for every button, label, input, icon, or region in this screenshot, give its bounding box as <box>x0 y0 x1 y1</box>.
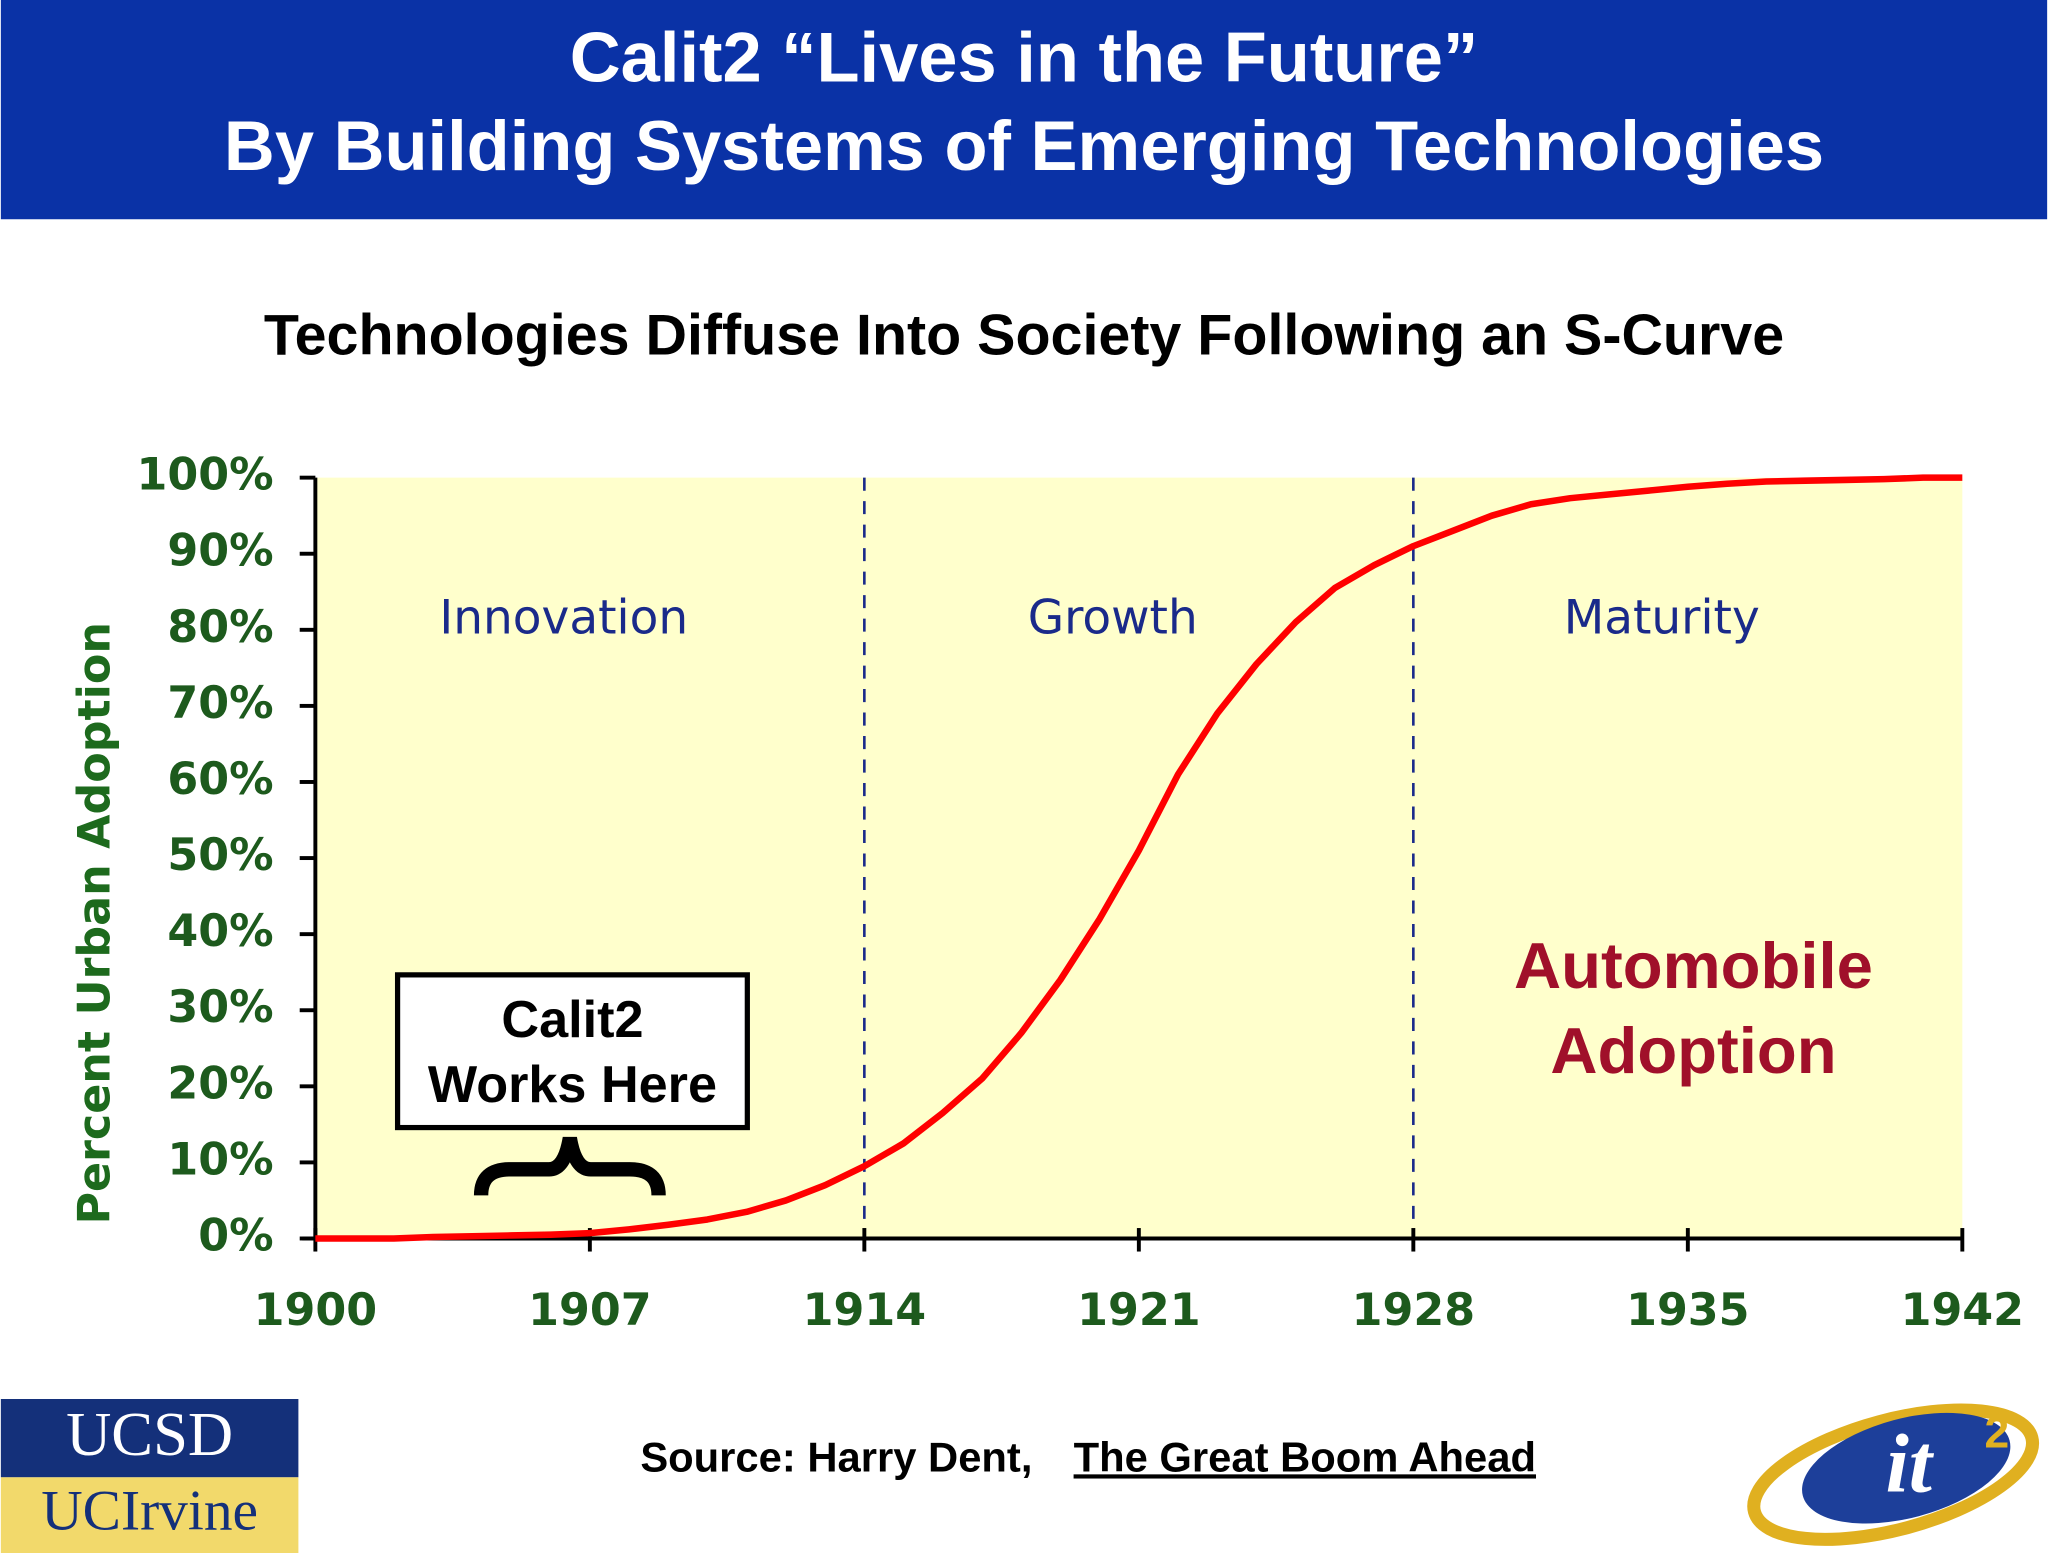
uci-text: UCIrvine <box>41 1480 258 1543</box>
title-bar <box>0 0 2048 220</box>
y-tick-label: 0% <box>198 1210 273 1261</box>
x-tick-label: 1907 <box>528 1285 651 1336</box>
y-tick-label: 10% <box>167 1134 273 1185</box>
y-tick-label: 80% <box>167 602 273 653</box>
phase-label: Maturity <box>1564 591 1760 646</box>
source-prefix: Source: Harry Dent, <box>640 1433 1044 1480</box>
slide-title: By Building Systems of Emerging Technolo… <box>224 106 1824 185</box>
series-label: Adoption <box>1550 1014 1836 1087</box>
chart-title: Technologies Diffuse Into Society Follow… <box>264 303 1784 367</box>
x-tick-label: 1928 <box>1352 1285 1475 1336</box>
plot: Innovation Growth Maturity 0% 10% 20% 30% 40% 50… <box>69 450 2024 1336</box>
source-book: The Great Boom Ahead <box>1074 1433 1536 1480</box>
brace <box>473 1136 666 1196</box>
x-tick-label: 1942 <box>1901 1285 2024 1336</box>
slide-title: Calit2 “Lives in the Future” <box>570 17 1478 96</box>
it2-sup: 2 <box>1985 1408 2010 1457</box>
series-line <box>315 474 1963 1242</box>
y-tick-label: 20% <box>167 1058 273 1109</box>
phase-label: Growth <box>1028 591 1198 646</box>
y-tick-label: 90% <box>167 526 273 577</box>
uci-logo <box>0 1477 299 1553</box>
y-tick-label: 50% <box>167 830 273 881</box>
callout-text: Works Here <box>428 1056 717 1114</box>
ucsd-text: UCSD <box>66 1399 233 1469</box>
y-tick-label: 30% <box>167 982 273 1033</box>
x-tick-label: 1921 <box>1077 1285 1200 1336</box>
series-label: Automobile <box>1514 929 1873 1002</box>
it2-core <box>1802 1412 2011 1524</box>
callout-box <box>394 972 750 1131</box>
it2-text: it <box>1886 1418 1935 1510</box>
phase-label: Innovation <box>439 591 688 646</box>
it2-ring <box>1747 1403 2040 1546</box>
y-tick-label: 70% <box>167 678 273 729</box>
y-tick-label: 60% <box>167 754 273 805</box>
x-tick-label: 1935 <box>1626 1285 1749 1336</box>
y-tick-label: 100% <box>137 450 274 501</box>
x-tick-label: 1914 <box>803 1285 926 1336</box>
y-axis-label: Percent Urban Adoption <box>69 622 120 1224</box>
ucsd-logo <box>0 1399 299 1478</box>
y-tick-label: 40% <box>167 906 273 957</box>
x-tick-label: 1900 <box>254 1285 377 1336</box>
callout-text: Calit2 <box>501 991 643 1049</box>
